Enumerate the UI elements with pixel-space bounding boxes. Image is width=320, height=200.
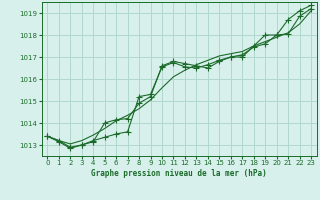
X-axis label: Graphe pression niveau de la mer (hPa): Graphe pression niveau de la mer (hPa) — [91, 169, 267, 178]
